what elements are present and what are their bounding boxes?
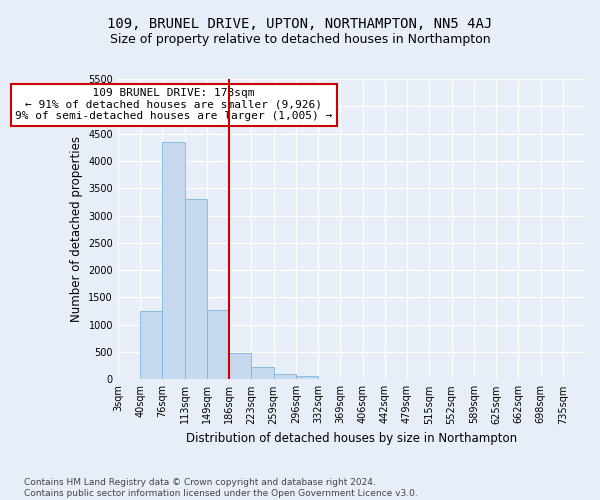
Bar [163,142,185,380]
Bar [207,310,229,380]
Text: 109, BRUNEL DRIVE, UPTON, NORTHAMPTON, NN5 4AJ: 109, BRUNEL DRIVE, UPTON, NORTHAMPTON, N… [107,18,493,32]
Text: Size of property relative to detached houses in Northampton: Size of property relative to detached ho… [110,32,490,46]
Bar [185,199,207,380]
Bar [296,376,318,380]
Bar [140,310,163,380]
Y-axis label: Number of detached properties: Number of detached properties [70,136,83,322]
Text: 109 BRUNEL DRIVE: 178sqm  
← 91% of detached houses are smaller (9,926)
9% of se: 109 BRUNEL DRIVE: 178sqm ← 91% of detach… [15,88,332,121]
X-axis label: Distribution of detached houses by size in Northampton: Distribution of detached houses by size … [186,432,517,445]
Bar [229,352,251,380]
Bar [274,374,296,380]
Bar [251,368,274,380]
Text: Contains HM Land Registry data © Crown copyright and database right 2024.
Contai: Contains HM Land Registry data © Crown c… [24,478,418,498]
